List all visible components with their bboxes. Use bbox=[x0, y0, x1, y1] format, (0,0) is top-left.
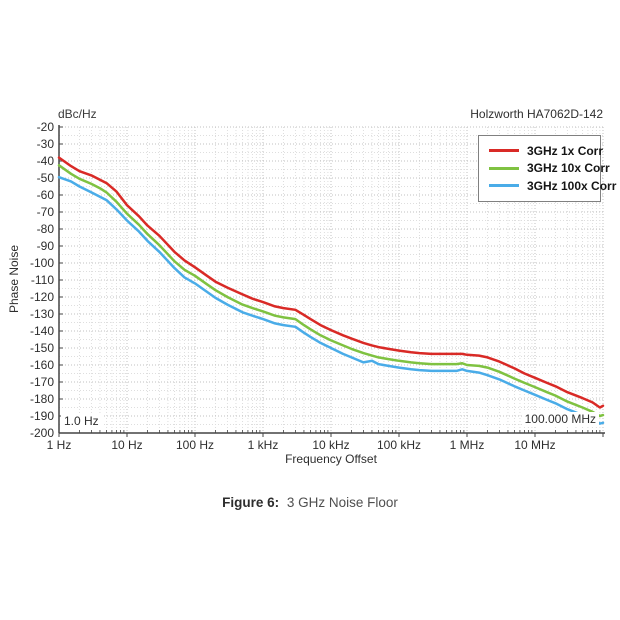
x-tick-label: 1 MHz bbox=[449, 438, 485, 452]
y-tick-label: -180 bbox=[29, 392, 54, 406]
x-tick-label: 100 Hz bbox=[175, 438, 215, 452]
legend-swatch-icon bbox=[489, 184, 519, 187]
legend-item-2: 3GHz 100x Corr bbox=[479, 178, 616, 194]
y-tick-label: -90 bbox=[36, 239, 54, 253]
y-tick-label: -150 bbox=[29, 341, 54, 355]
y-tick-label: -80 bbox=[36, 222, 54, 236]
series-line-1 bbox=[57, 164, 605, 418]
y-tick-label: -110 bbox=[30, 273, 54, 287]
figure-caption: Figure 6: 3 GHz Noise Floor bbox=[0, 495, 620, 510]
x-tick-label: 100 kHz bbox=[376, 438, 422, 452]
x-tick-label: 10 Hz bbox=[111, 438, 143, 452]
chart-title: Holzworth HA7062D-142 bbox=[470, 107, 603, 121]
legend-swatch-icon bbox=[489, 166, 519, 170]
annotation-stop-frequency: 100.000 MHz bbox=[521, 412, 599, 426]
legend-swatch-icon bbox=[489, 149, 519, 152]
figure-caption-text: 3 GHz Noise Floor bbox=[286, 495, 398, 510]
legend-label: 3GHz 10x Corr bbox=[527, 161, 610, 175]
y-tick-label: -20 bbox=[36, 120, 54, 134]
y-tick-label: -190 bbox=[29, 409, 54, 423]
legend-label: 3GHz 100x Corr bbox=[527, 178, 617, 193]
y-tick-label: -170 bbox=[29, 375, 54, 389]
y-tick-label: -140 bbox=[29, 324, 54, 338]
annotation-start-frequency: 1.0 Hz bbox=[61, 414, 102, 428]
y-tick-label: -70 bbox=[36, 205, 54, 219]
legend-label: 3GHz 1x Corr bbox=[527, 143, 604, 158]
x-axis-title: Frequency Offset bbox=[285, 452, 377, 466]
legend: 3GHz 1x Corr 3GHz 10x Corr 3GHz 100x Corr bbox=[478, 135, 616, 202]
y-tick-label: -120 bbox=[29, 290, 54, 304]
x-tick-label: 1 Hz bbox=[46, 438, 72, 452]
y-tick-label: -160 bbox=[29, 358, 54, 372]
y-tick-label: -50 bbox=[36, 171, 54, 185]
y-tick-label: -130 bbox=[29, 307, 54, 321]
x-tick-label: 10 MHz bbox=[514, 438, 556, 452]
figure-caption-label: Figure 6: bbox=[222, 495, 280, 510]
legend-item-1: 3GHz 10x Corr bbox=[479, 160, 610, 176]
series-line-0 bbox=[57, 156, 605, 409]
y-tick-label: -100 bbox=[29, 256, 54, 270]
series-line-2 bbox=[57, 175, 605, 425]
y-axis-title: Phase Noise bbox=[7, 244, 21, 314]
legend-item-0: 3GHz 1x Corr bbox=[479, 143, 604, 159]
y-tick-label: -200 bbox=[29, 426, 54, 440]
x-tick-label: 1 kHz bbox=[247, 438, 279, 452]
x-tick-label: 10 kHz bbox=[312, 438, 350, 452]
y-tick-label: -40 bbox=[36, 154, 54, 168]
y-unit-label: dBc/Hz bbox=[58, 107, 97, 121]
y-tick-label: -60 bbox=[36, 188, 54, 202]
y-tick-label: -30 bbox=[36, 137, 54, 151]
